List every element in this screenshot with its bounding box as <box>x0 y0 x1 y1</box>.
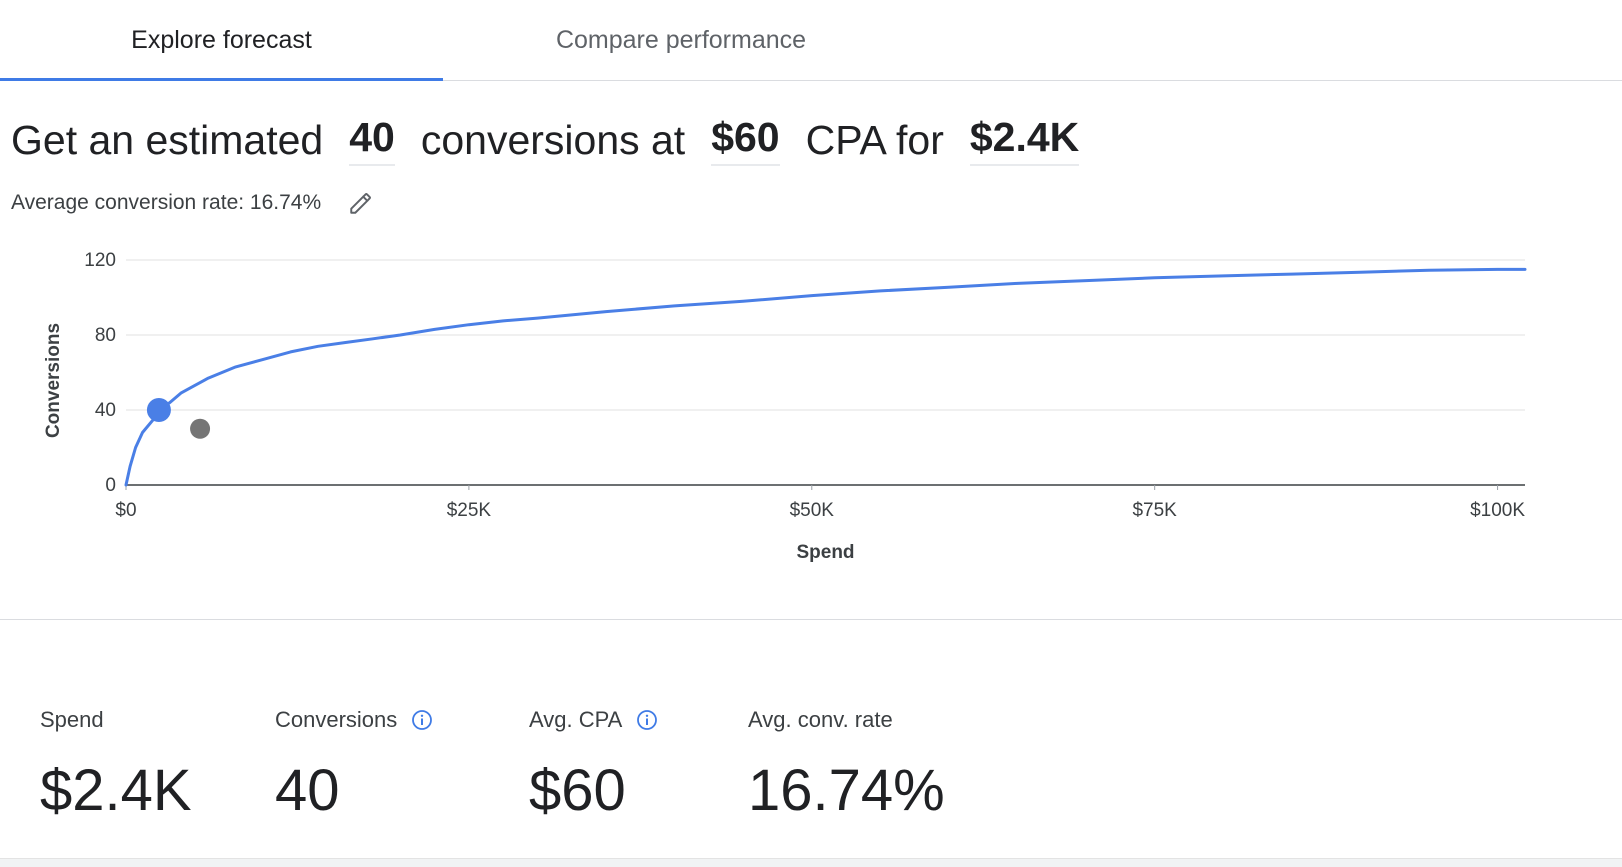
selected-point-marker <box>146 398 171 422</box>
stat-conversions: Conversions 40 <box>275 705 433 824</box>
conversion-rate-row: Average conversion rate: 16.74% <box>11 188 375 218</box>
info-icon[interactable] <box>636 709 658 731</box>
stat-avg-conv-rate: Avg. conv. rate 16.74% <box>748 705 945 824</box>
stat-conversions-value: 40 <box>275 758 340 823</box>
x-axis-title: Spend <box>796 542 854 563</box>
info-icon[interactable] <box>411 709 433 731</box>
stat-conversions-label: Conversions <box>275 707 398 732</box>
conversions-value[interactable]: 40 <box>349 114 395 166</box>
stat-spend-label: Spend <box>40 707 104 732</box>
stat-avg-cpa: Avg. CPA $60 <box>529 705 658 824</box>
x-tick-label: $0 <box>115 500 136 521</box>
y-tick-label: 0 <box>105 475 116 496</box>
section-divider <box>0 619 1622 620</box>
stat-avg-conv-rate-value: 16.74% <box>748 758 945 823</box>
bottom-strip <box>0 858 1622 867</box>
y-tick-label: 120 <box>84 250 116 271</box>
headline-middle: conversions at <box>420 116 686 163</box>
y-tick-label: 40 <box>95 400 116 421</box>
headline-cpa-label: CPA for <box>805 116 944 163</box>
spend-value[interactable]: $2.4K <box>969 114 1080 166</box>
stat-avg-cpa-label: Avg. CPA <box>529 707 623 732</box>
forecast-chart: 0 40 80 120 $0 $25K $50K $75K $100K Spend Conversi… <box>43 250 1527 563</box>
tab-compare-performance[interactable]: Compare performance <box>555 25 807 54</box>
conversion-rate-text: Average conversion rate: 16.74% <box>11 191 322 214</box>
x-tick-label: $50K <box>790 500 835 521</box>
stat-avg-conv-rate-label: Avg. conv. rate <box>748 707 893 732</box>
pencil-icon[interactable] <box>347 189 375 217</box>
tab-bar: Explore forecast Compare performance <box>0 0 1622 81</box>
forecast-line <box>124 267 1527 487</box>
tab-explore-forecast[interactable]: Explore forecast <box>131 25 312 54</box>
y-tick-label: 80 <box>95 325 116 346</box>
cpa-value[interactable]: $60 <box>711 114 780 166</box>
stat-spend-value: $2.4K <box>40 758 192 823</box>
x-tick-label: $25K <box>447 500 492 521</box>
headline-prefix: Get an estimated <box>11 116 324 163</box>
stat-avg-cpa-value: $60 <box>529 758 626 823</box>
current-point-marker <box>190 418 211 439</box>
forecast-headline: Get an estimated 40 conversions at $60 C… <box>11 110 1105 170</box>
stat-spend: Spend $2.4K <box>40 705 192 824</box>
x-tick-label: $75K <box>1132 500 1177 521</box>
y-axis-title: Conversions <box>43 323 64 438</box>
active-tab-indicator <box>0 78 443 81</box>
x-tick-label: $100K <box>1470 500 1525 521</box>
